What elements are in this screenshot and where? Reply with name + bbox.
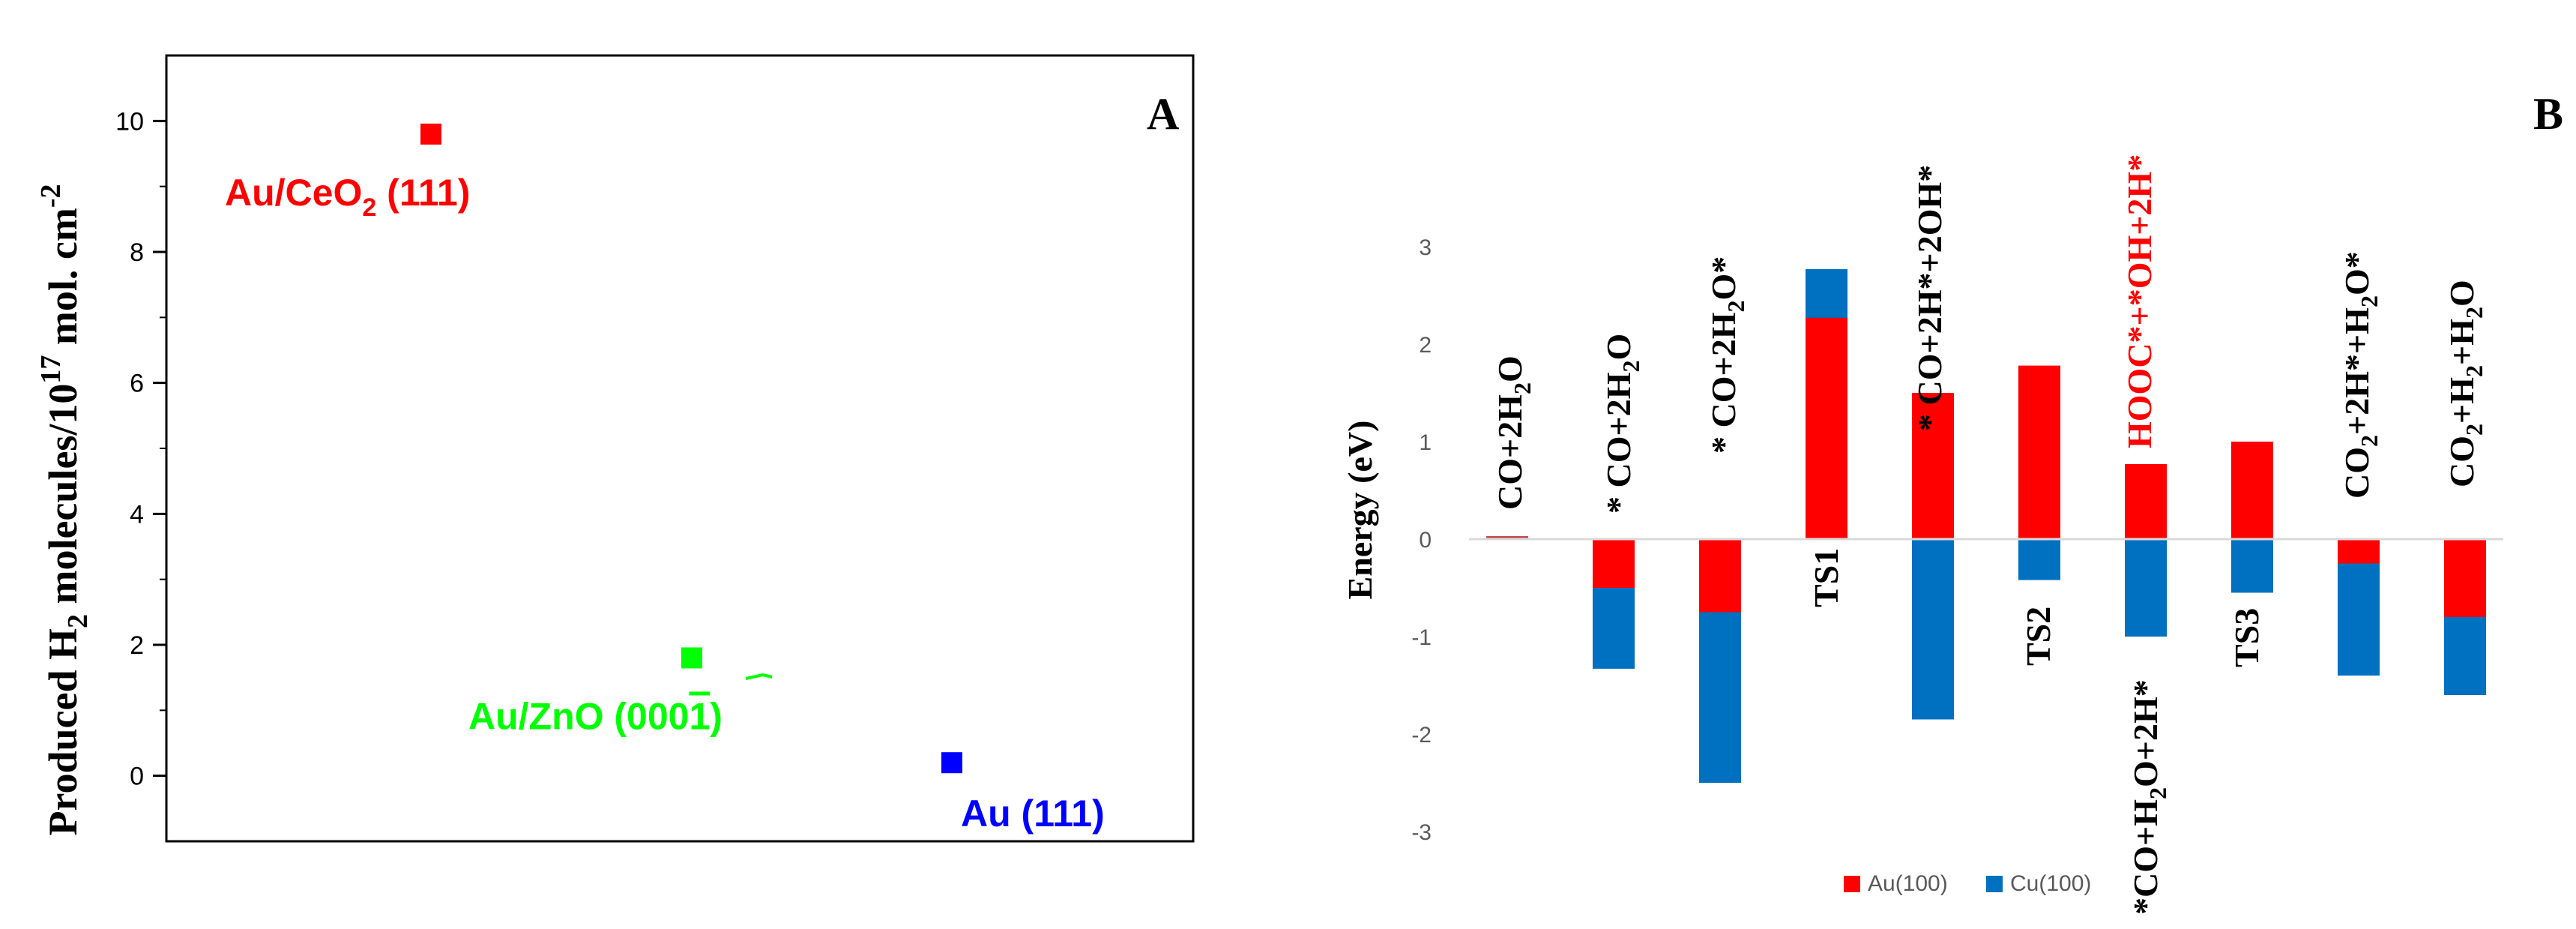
panel-b-bar-au (1699, 539, 1741, 613)
panel-b-y-tick-label: -3 (1411, 820, 1432, 845)
panel-b-bar-cu (1912, 539, 1954, 720)
panel-b-bar-cu (2125, 539, 2167, 637)
panel-b-bar-au (1912, 393, 1954, 539)
panel-a-y-tick-label: 8 (130, 238, 144, 267)
panel-a-point-au (941, 752, 962, 774)
panel-a-y-tick-label: 2 (130, 631, 144, 660)
panel-b-legend-swatch-au (1844, 876, 1860, 892)
panel-a-point-label-zno: Au/ZnO (0001) (468, 695, 723, 737)
panel-b-y-ticks: 3 2 1 0 -1 -2 -3 (1411, 235, 1432, 845)
panel-a-y-ticks: 0 2 4 6 8 10 (115, 107, 166, 791)
panel-b-annotation: * CO+2H2O* (1704, 256, 1749, 454)
panel-b-annotation: HOOC*+*OH+2H* (2120, 154, 2159, 448)
panel-a-zno-overline-mark (745, 673, 773, 680)
panel-b-legend-swatch-cu (1986, 876, 2003, 892)
panel-a-y-axis-title: Produced H2 molecules/1017 mol. cm-2 (35, 184, 94, 835)
panel-b-y-tick-label: 1 (1419, 430, 1432, 455)
panel-b-bar-cu (2018, 539, 2060, 580)
panel-b-annotation: CO2+2H*+H2O* (2338, 251, 2383, 499)
panel-a-y-tick-label: 6 (130, 370, 144, 398)
panel-b-annotation: *CO+H2O+2H* (2126, 679, 2171, 915)
panel-b-legend-label-cu: Cu(100) (2010, 871, 2091, 896)
panel-b-annotation: TS3 (2227, 608, 2266, 667)
panel-b-bar-au-start (1486, 536, 1528, 539)
panel-b-y-axis-title: Energy (eV) (1341, 421, 1379, 600)
panel-b-label: B (2533, 89, 2563, 139)
panel-a-point-label-au: Au (111) (961, 793, 1105, 835)
panel-b-y-tick-label: 3 (1419, 235, 1432, 260)
panel-b-annotations: CO+2H2O * CO+2H2O * CO+2H2O* TS1 * CO+2H*+2O… (1491, 154, 2488, 915)
panel-b-legend: Au(100) Cu(100) (1844, 871, 2091, 896)
panel-b-y-tick-label: 0 (1419, 528, 1432, 553)
panel-b-y-tick-label: 2 (1419, 333, 1432, 358)
panel-b-legend-label-au: Au(100) (1868, 871, 1948, 896)
panel-b-annotation: CO+2H2O (1491, 355, 1536, 510)
panel-a-points: Au/CeO2 (111) Au/ZnO (0001) Au (111) (225, 123, 1105, 835)
panel-a-point-ceo2 (420, 123, 441, 145)
panel-b-y-tick-label: -2 (1411, 723, 1432, 748)
panel-a-label: A (1147, 89, 1179, 139)
panel-b-bar-au (2018, 365, 2060, 539)
panel-a-point-zno (681, 647, 702, 669)
panel-b-bar-au (2125, 463, 2167, 539)
panel-b-annotation: * CO+2H*+2OH* (1910, 165, 1949, 431)
panel-b-bars (1486, 268, 2486, 783)
panel-a-point-label-ceo2: Au/CeO2 (111) (225, 172, 470, 222)
panel-a-scatter-chart: 0 2 4 6 8 10 Au/CeO2 (111) Au/ZnO (0001) Au (11… (35, 54, 1195, 843)
panel-b-bar-chart: B Energy (eV) 3 2 1 0 -1 -2 -3 CO+2H2O * CO+2H2… (1341, 89, 2563, 915)
panel-b-annotation: TS1 (1807, 548, 1845, 607)
panel-b-bar-au (1593, 539, 1635, 588)
panel-b-annotation: CO2+H2+H2O (2443, 280, 2488, 487)
panel-b-bar-cu (2231, 539, 2273, 593)
panel-b-annotation: TS2 (2019, 607, 2057, 666)
panel-b-bar-au (2444, 539, 2486, 617)
panel-b-annotation: * CO+2H2O (1599, 334, 1644, 514)
panel-b-y-tick-label: -1 (1411, 625, 1432, 650)
panel-b-bar-au (1806, 317, 1847, 539)
panel-a-y-tick-label: 0 (130, 763, 144, 791)
panel-a-y-tick-label: 4 (130, 500, 144, 529)
panel-a-y-tick-label: 10 (115, 107, 144, 136)
panel-b-bar-au (2231, 442, 2273, 539)
panel-b-bar-au (2338, 539, 2380, 564)
